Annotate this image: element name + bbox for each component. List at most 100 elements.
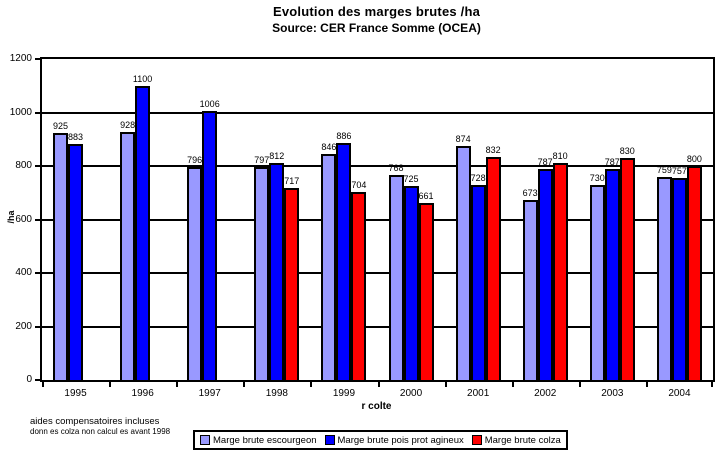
bar-value-label: 846 bbox=[321, 141, 337, 152]
bar-1998-s0 bbox=[254, 166, 270, 380]
bar-2001-s0 bbox=[455, 146, 471, 380]
bar-2001-s2 bbox=[485, 157, 501, 380]
bar-2002-s1 bbox=[537, 169, 553, 380]
bar-2003-s1 bbox=[604, 169, 620, 380]
bar-2004-s2 bbox=[686, 166, 702, 380]
bar-value-label: 812 bbox=[269, 150, 285, 161]
bar-2003-s0 bbox=[589, 184, 605, 380]
bar-1999-s2 bbox=[351, 191, 367, 380]
y-tick-label: 800 bbox=[15, 160, 32, 171]
x-axis-title: r colte bbox=[361, 401, 392, 412]
bar-2004-s1 bbox=[671, 177, 687, 380]
legend-item-pois: Marge brute pois prot agineux bbox=[324, 434, 464, 446]
bar-2001-s1 bbox=[470, 185, 486, 380]
x-category-label: 2000 bbox=[399, 388, 423, 399]
x-category-label: 1999 bbox=[332, 388, 356, 399]
y-tick-mark bbox=[35, 379, 40, 381]
bar-2000-s1 bbox=[403, 186, 419, 380]
gridline bbox=[42, 111, 713, 114]
bar-value-label: 874 bbox=[455, 134, 471, 145]
y-tick-mark bbox=[35, 325, 40, 328]
bar-value-label: 928 bbox=[120, 119, 136, 130]
y-tick-mark bbox=[35, 272, 40, 274]
bar-1998-s1 bbox=[269, 162, 285, 380]
bar-value-label: 661 bbox=[418, 191, 434, 202]
bar-2002-s2 bbox=[552, 163, 568, 380]
bar-1997-s1 bbox=[202, 110, 218, 380]
bar-value-label: 796 bbox=[187, 155, 203, 166]
x-category-label: 2002 bbox=[534, 388, 557, 399]
x-category-label: 1995 bbox=[64, 388, 87, 399]
pois-swatch-icon bbox=[324, 435, 335, 445]
legend-label: Marge brute pois prot agineux bbox=[337, 434, 464, 446]
colza-swatch-icon bbox=[471, 435, 482, 445]
bar-value-label: 717 bbox=[284, 176, 300, 187]
bar-value-label: 810 bbox=[552, 151, 568, 162]
bar-value-label: 797 bbox=[254, 154, 270, 165]
bar-value-label: 704 bbox=[351, 179, 367, 190]
chart-subtitle: Source: CER France Somme (OCEA) bbox=[272, 21, 481, 35]
bar-value-label: 800 bbox=[686, 154, 702, 164]
escourgeon-swatch-icon bbox=[200, 435, 210, 445]
y-tick-label: 0 bbox=[26, 374, 32, 385]
y-tick-mark bbox=[35, 58, 40, 60]
x-tick-mark bbox=[176, 382, 179, 387]
legend: Marge brute escourgeon Marge brute pois … bbox=[193, 430, 568, 450]
bar-value-label: 1006 bbox=[199, 98, 220, 109]
footnote-line1: aides compensatoires incluses bbox=[30, 416, 160, 427]
bar-value-label: 728 bbox=[470, 173, 486, 184]
legend-label: Marge brute escourgeon bbox=[213, 434, 317, 446]
y-tick-label: 1000 bbox=[9, 106, 32, 118]
x-category-label: 2003 bbox=[601, 388, 624, 399]
x-tick-mark bbox=[310, 382, 313, 387]
bar-value-label: 673 bbox=[522, 187, 538, 198]
bar-1995-s0 bbox=[53, 132, 68, 380]
bar-2004-s0 bbox=[656, 176, 672, 380]
x-category-label: 1996 bbox=[131, 388, 154, 399]
y-tick-mark bbox=[35, 165, 40, 167]
gridline bbox=[42, 165, 713, 167]
x-tick-mark bbox=[243, 382, 246, 387]
gridline bbox=[42, 218, 713, 221]
bar-value-label: 730 bbox=[589, 172, 605, 183]
gridline bbox=[42, 325, 713, 328]
chart-title: Evolution des marges brutes /ha bbox=[272, 4, 481, 19]
x-category-label: 2001 bbox=[467, 388, 490, 399]
bar-2002-s0 bbox=[522, 199, 538, 380]
x-tick-mark bbox=[645, 382, 648, 387]
x-tick-mark bbox=[578, 382, 581, 387]
bar-value-label: 725 bbox=[403, 174, 419, 185]
bar-value-label: 759 bbox=[656, 164, 672, 175]
bar-2003-s2 bbox=[619, 157, 635, 380]
y-tick-label: 200 bbox=[15, 320, 32, 332]
gridline bbox=[42, 272, 713, 274]
x-category-label: 1998 bbox=[265, 388, 288, 399]
x-tick-mark bbox=[711, 382, 713, 387]
legend-item-colza: Marge brute colza bbox=[471, 435, 561, 446]
x-tick-mark bbox=[444, 382, 447, 387]
x-category-label: 1997 bbox=[198, 388, 221, 399]
bar-1996-s0 bbox=[120, 131, 136, 380]
x-tick-mark bbox=[109, 382, 112, 387]
bar-value-label: 883 bbox=[67, 131, 84, 142]
bar-value-label: 757 bbox=[671, 165, 687, 176]
y-tick-label: 400 bbox=[15, 267, 32, 278]
y-tick-label: 1200 bbox=[9, 53, 32, 64]
x-category-label: 2004 bbox=[668, 388, 691, 399]
bar-value-label: 1100 bbox=[132, 73, 153, 84]
bar-2000-s2 bbox=[418, 203, 434, 380]
y-tick-mark bbox=[35, 218, 40, 221]
y-tick-label: 600 bbox=[15, 213, 32, 225]
x-tick-mark bbox=[511, 382, 514, 387]
bar-value-label: 787 bbox=[604, 157, 620, 168]
bar-value-label: 787 bbox=[537, 157, 553, 168]
x-tick-mark bbox=[377, 382, 380, 387]
x-tick-mark bbox=[42, 382, 44, 387]
plot-area: 925 883 928 1100 796 1006 797 812 717 846 886 704 76… bbox=[40, 57, 715, 382]
bar-value-label: 832 bbox=[485, 145, 501, 156]
bar-value-label: 768 bbox=[388, 162, 404, 173]
bar-value-label: 886 bbox=[336, 130, 352, 141]
y-tick-mark bbox=[35, 111, 40, 114]
bar-1995-s1 bbox=[68, 143, 83, 380]
